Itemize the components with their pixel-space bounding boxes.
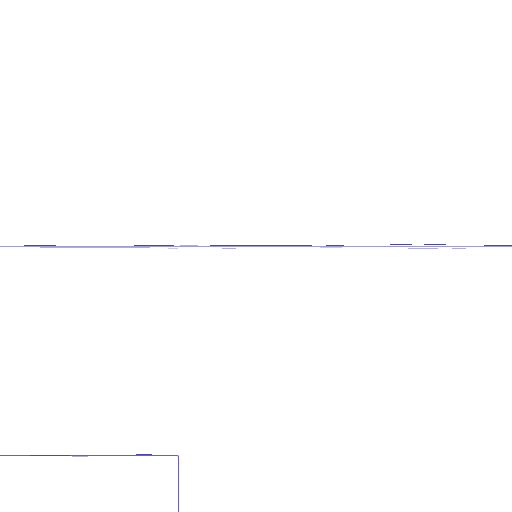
line-segment [424,244,446,245]
line-segment [452,248,466,249]
line-segment [484,245,512,246]
line-segment [408,248,438,249]
line-segment [326,245,344,246]
panel-outline [0,455,179,512]
line-segment [134,245,174,246]
line-segment [136,454,152,455]
line-segment [168,248,178,249]
line-segment [72,456,88,457]
line-segment [390,244,412,245]
horizontal-divider-line [0,246,512,247]
line-segment [30,455,70,456]
line-segment [320,247,342,248]
line-segment [40,247,150,248]
line-segment [180,245,198,246]
line-segment [222,248,236,249]
line-segment [210,245,312,246]
line-segment [24,245,56,246]
